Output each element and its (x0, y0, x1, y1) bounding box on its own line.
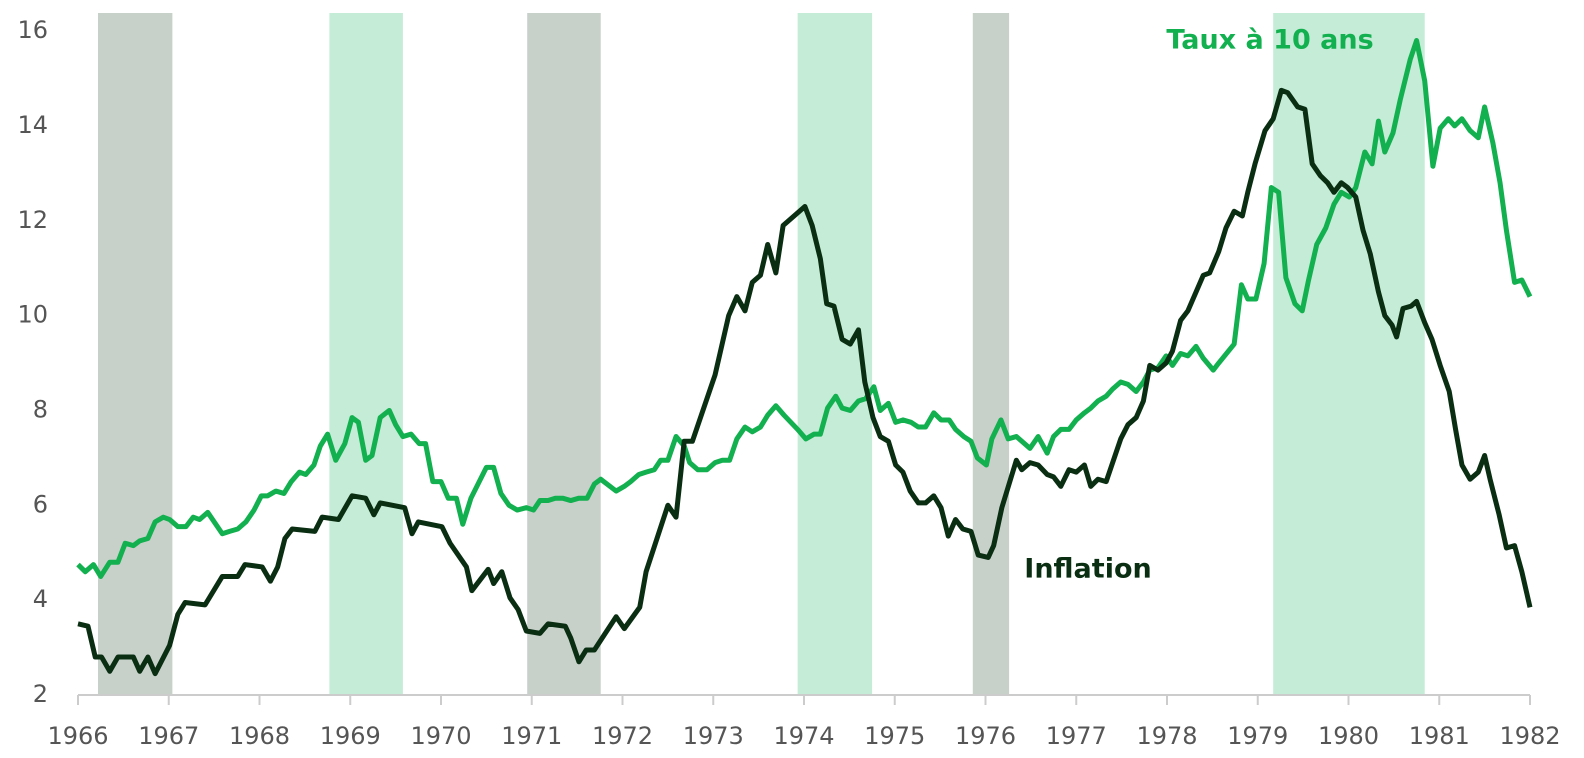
x-tick-label: 1979 (1227, 722, 1288, 750)
x-tick-label: 1977 (1046, 722, 1107, 750)
x-tick-label: 1974 (773, 722, 834, 750)
y-tick-label: 2 (33, 680, 48, 708)
x-tick-label: 1978 (1136, 722, 1197, 750)
series-line (77, 87, 1533, 677)
band (329, 13, 403, 695)
y-tick-label: 4 (33, 585, 48, 613)
band (972, 13, 1010, 695)
x-tick-label: 1969 (320, 722, 381, 750)
x-tick-label: 1971 (501, 722, 562, 750)
x-tick-label: 1980 (1318, 722, 1379, 750)
series-label: Taux à 10 ans (1166, 25, 1373, 56)
y-tick-label: 6 (33, 490, 48, 518)
series-line (76, 38, 1533, 579)
x-tick-label: 1976 (955, 722, 1016, 750)
band (97, 13, 173, 695)
x-tick-label: 1981 (1409, 722, 1470, 750)
y-tick-label: 8 (33, 395, 48, 423)
series-label: Inflation (1024, 554, 1151, 585)
axes: 1966 1967 1968 1969 1970 1971 1972 1973 1974 1975… (17, 16, 1560, 750)
x-tick-label: 1970 (410, 722, 471, 750)
x-tick-label: 1973 (683, 722, 744, 750)
y-tick-label: 16 (17, 16, 48, 44)
x-tick-label: 1982 (1499, 722, 1560, 750)
band (527, 13, 601, 695)
x-tick-label: 1966 (47, 722, 108, 750)
band (1273, 13, 1425, 695)
y-tick-label: 10 (17, 301, 48, 329)
lines (76, 38, 1533, 677)
y-tick-label: 14 (17, 111, 48, 139)
bands (97, 13, 1425, 695)
x-tick-label: 1968 (229, 722, 290, 750)
x-tick-label: 1972 (592, 722, 653, 750)
x-tick-label: 1975 (864, 722, 925, 750)
x-tick-label: 1967 (138, 722, 199, 750)
y-tick-label: 12 (17, 206, 48, 234)
